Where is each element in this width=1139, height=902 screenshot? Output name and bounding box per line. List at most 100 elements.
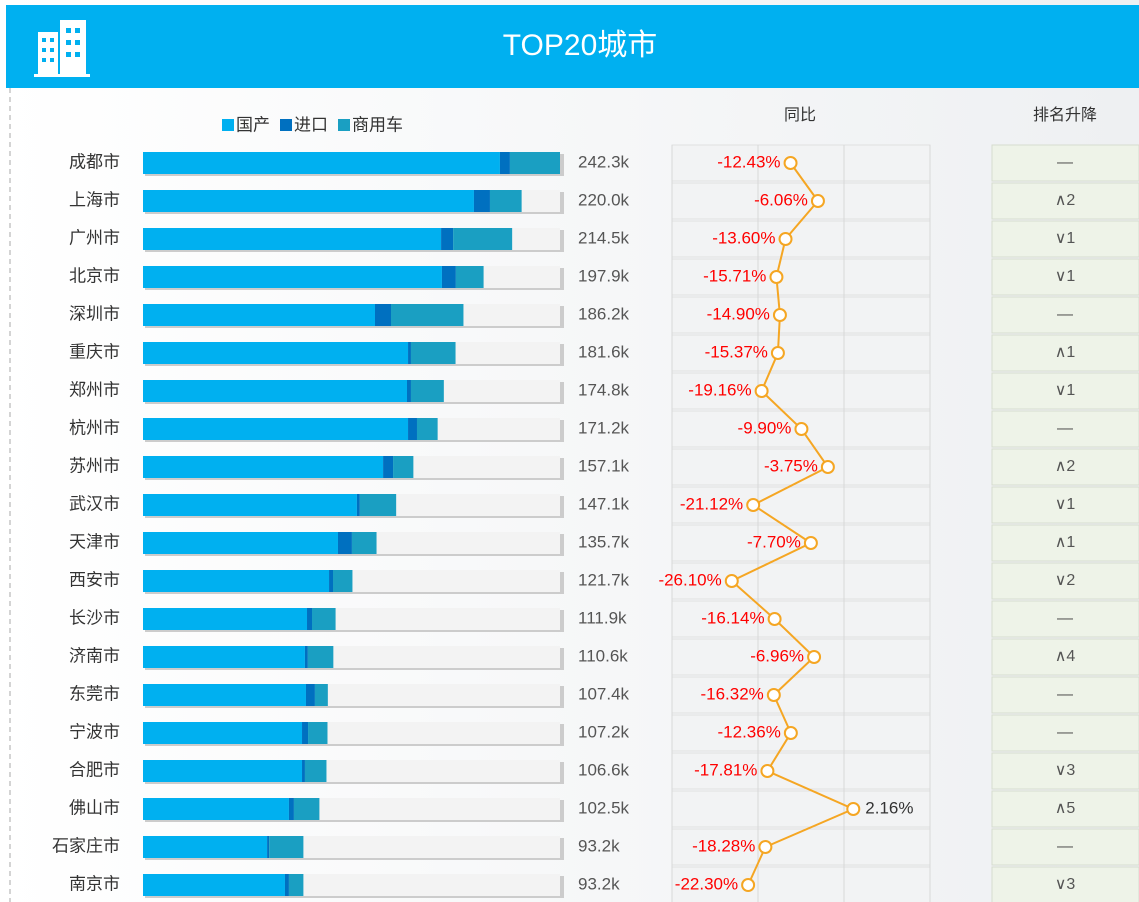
bar-segment — [143, 266, 442, 288]
rank-cell — [991, 258, 1139, 296]
category-label: 广州市 — [69, 228, 120, 247]
bar-segment — [337, 532, 352, 554]
rank-cell — [991, 220, 1139, 258]
total-label: 93.2k — [578, 874, 620, 893]
category-label: 北京市 — [69, 266, 120, 285]
bar-segment — [143, 228, 442, 250]
bar-segment — [284, 874, 289, 896]
row-panel — [671, 866, 931, 902]
yoy-label: -26.10% — [658, 570, 721, 589]
yoy-point — [767, 612, 782, 626]
rank-cell — [991, 524, 1139, 562]
total-label: 147.1k — [578, 494, 630, 513]
bar-segment — [329, 570, 333, 592]
category-label: 合肥市 — [69, 760, 120, 779]
yoy-point — [769, 270, 784, 284]
row-panel — [671, 676, 931, 714]
building-icon — [34, 20, 90, 77]
row-panel — [671, 562, 931, 600]
yoy-label: -7.70% — [747, 532, 801, 551]
total-label: 106.6k — [578, 760, 630, 779]
yoy-label: -16.14% — [701, 608, 764, 627]
row-panel — [671, 714, 931, 752]
bar-segment — [410, 342, 456, 364]
bar-segment — [293, 798, 320, 820]
rank-cell — [991, 144, 1139, 182]
bar-segment — [143, 418, 409, 440]
building-windows — [42, 28, 80, 62]
yoy-label: -13.60% — [712, 228, 775, 247]
legend-swatch — [280, 119, 292, 131]
rank-cell — [991, 638, 1139, 676]
rank-change: ∨2 — [1055, 572, 1076, 589]
total-label: 110.6k — [578, 646, 628, 665]
bar-segment — [143, 798, 289, 820]
total-label: 186.2k — [578, 304, 630, 323]
bar-segment — [308, 722, 328, 744]
rank-cell — [991, 182, 1139, 220]
bar-segment — [509, 152, 560, 174]
bar-segment — [314, 684, 328, 706]
bar-segment — [143, 456, 384, 478]
category-label: 苏州市 — [69, 456, 120, 475]
yoy-point — [803, 536, 818, 550]
legend-label: 商用车 — [352, 115, 403, 134]
bar-segment — [269, 836, 304, 858]
bar-segment — [143, 304, 375, 326]
yoy-label: -14.90% — [707, 304, 770, 323]
rank-change: ∨1 — [1055, 496, 1076, 513]
rank-change: ∨1 — [1055, 268, 1076, 285]
category-label: 上海市 — [69, 190, 120, 209]
rank-cell — [991, 410, 1139, 448]
category-label: 深圳市 — [69, 304, 120, 323]
row-panel — [671, 258, 931, 296]
total-label: 242.3k — [578, 152, 630, 171]
bar-segment — [143, 380, 408, 402]
total-label: 181.6k — [578, 342, 630, 361]
bar-segment — [356, 494, 360, 516]
bar-segment — [351, 532, 377, 554]
category-label: 成都市 — [69, 152, 120, 171]
rank-cell — [991, 486, 1139, 524]
yoy-label: -15.37% — [705, 342, 768, 361]
rank-cell — [991, 752, 1139, 790]
yoy-point — [766, 688, 781, 702]
yoy-point — [778, 232, 793, 246]
yoy-point — [820, 460, 835, 474]
total-label: 107.2k — [578, 722, 630, 741]
yoy-label: -3.75% — [764, 456, 818, 475]
bar-segment — [143, 152, 500, 174]
category-label: 济南市 — [69, 646, 120, 665]
rank-change: ∧2 — [1055, 458, 1076, 475]
legend-label: 国产 — [236, 115, 270, 134]
yoy-point — [770, 346, 785, 360]
yoy-point — [810, 194, 825, 208]
total-label: 214.5k — [578, 228, 630, 247]
yoy-label: -9.90% — [738, 418, 792, 437]
yoy-label: -19.16% — [688, 380, 751, 399]
rank-cell — [991, 866, 1139, 902]
rank-change: — — [1057, 420, 1073, 437]
bar-segment — [489, 190, 522, 212]
yoy-point — [741, 878, 756, 892]
total-label: 197.9k — [578, 266, 630, 285]
yoy-point — [746, 498, 761, 512]
row-panel — [671, 220, 931, 258]
bar-segment — [390, 304, 464, 326]
rank-cell — [991, 372, 1139, 410]
bar-segment — [304, 646, 308, 668]
category-label: 杭州市 — [69, 418, 120, 437]
rank-cell — [991, 562, 1139, 600]
rank-cell — [991, 828, 1139, 866]
total-label: 121.7k — [578, 570, 630, 589]
total-label: 157.1k — [578, 456, 630, 475]
legend-swatch — [338, 119, 350, 131]
yoy-label: -15.71% — [703, 266, 766, 285]
rank-change: — — [1057, 838, 1073, 855]
yoy-label: -21.12% — [680, 494, 743, 513]
rank-change: — — [1057, 154, 1073, 171]
category-label: 天津市 — [69, 532, 120, 551]
category-label: 武汉市 — [69, 494, 120, 513]
